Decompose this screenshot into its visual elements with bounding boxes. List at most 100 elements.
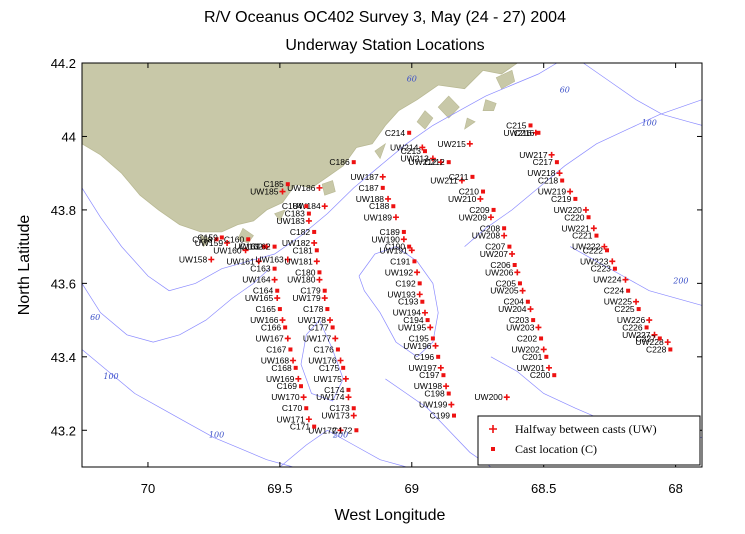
cast-label: C161 xyxy=(240,242,261,252)
uw-label: UW204 xyxy=(498,304,527,314)
uw-label: UW169 xyxy=(266,374,295,384)
x-tick-label: 69 xyxy=(405,481,419,496)
x-tick-label: 68.5 xyxy=(531,481,556,496)
cast-label: C197 xyxy=(419,370,440,380)
uw-marker xyxy=(582,206,589,213)
depth-contour-line xyxy=(464,99,703,247)
uw-marker xyxy=(432,342,439,349)
cast-label: C211 xyxy=(449,172,469,182)
uw-marker xyxy=(556,170,563,177)
uw-marker xyxy=(527,306,534,313)
uw-label: UW167 xyxy=(255,333,284,343)
uw-label: UW218 xyxy=(527,168,556,178)
cast-marker xyxy=(277,307,282,312)
uw-label: UW216 xyxy=(503,128,532,138)
uw-label: UW172 xyxy=(308,425,337,435)
cast-marker xyxy=(491,207,496,212)
island-shape xyxy=(321,180,336,196)
uw-marker xyxy=(332,335,339,342)
cast-marker xyxy=(657,336,662,341)
uw-label: UW226 xyxy=(617,315,646,325)
uw-marker xyxy=(448,401,455,408)
uw-marker xyxy=(392,214,399,221)
uw-marker xyxy=(342,375,349,382)
cast-marker xyxy=(612,266,617,271)
cast-label: C198 xyxy=(424,389,445,399)
depth-contour-line xyxy=(81,268,270,343)
cast-label: C183 xyxy=(285,209,306,219)
cast-label: C173 xyxy=(329,403,350,413)
cast-label: C213 xyxy=(401,146,422,156)
uw-label: UW168 xyxy=(261,355,290,365)
contour-depth-label: 100 xyxy=(103,372,118,381)
uw-marker xyxy=(429,155,436,162)
uw-label: UW180 xyxy=(287,275,316,285)
cast-label: C166 xyxy=(261,322,282,332)
cast-marker xyxy=(436,354,441,359)
cast-label: C181 xyxy=(292,245,313,255)
uw-label: UW188 xyxy=(356,194,385,204)
uw-label: UW197 xyxy=(408,363,437,373)
cast-marker xyxy=(502,226,507,231)
cast-marker xyxy=(306,211,311,216)
uw-marker xyxy=(274,295,281,302)
x-tick-label: 70 xyxy=(141,481,155,496)
cast-marker xyxy=(283,325,288,330)
cast-marker xyxy=(481,189,486,194)
legend-label: Halfway between casts (UW) xyxy=(515,422,657,436)
cast-marker xyxy=(594,233,599,238)
uw-marker xyxy=(416,291,423,298)
uw-marker xyxy=(379,173,386,180)
uw-marker xyxy=(400,236,407,243)
uw-label: UW200 xyxy=(474,392,503,402)
cast-marker xyxy=(351,406,356,411)
contour-labels: 60 60 100 60 100 100 200 200 xyxy=(90,74,688,439)
cast-marker xyxy=(272,244,277,249)
cast-label: C192 xyxy=(395,278,416,288)
axes: 70 69.5 69 68.5 68 43.2 43.4 43.6 43.8 44 44.2 xyxy=(51,56,702,496)
x-tick-label: 69.5 xyxy=(267,481,292,496)
cast-marker xyxy=(507,244,512,249)
uw-marker xyxy=(284,256,291,263)
y-tick-label: 43.8 xyxy=(51,203,76,218)
uw-label: UW210 xyxy=(448,194,477,204)
uw-label: UW163 xyxy=(255,254,284,264)
uw-label: UW212 xyxy=(408,157,437,167)
legend-box xyxy=(477,415,701,466)
uw-label: UW227 xyxy=(622,330,651,340)
uw-marker xyxy=(622,276,629,283)
cast-label: C187 xyxy=(358,183,379,193)
plot-frame xyxy=(81,62,703,468)
cast-label: C177 xyxy=(308,322,329,332)
uw-marker xyxy=(385,195,392,202)
uw-label: UW215 xyxy=(437,139,466,149)
uw-marker xyxy=(279,317,286,324)
legend-label: Cast location (C) xyxy=(515,442,597,456)
cast-label: C175 xyxy=(319,363,340,373)
cast-label: C214 xyxy=(385,128,406,138)
uw-marker xyxy=(477,195,484,202)
cast-label: C204 xyxy=(504,297,525,307)
cast-marker xyxy=(335,347,340,352)
uw-label: UW170 xyxy=(271,392,300,402)
y-tick-label: 43.4 xyxy=(51,350,76,365)
cast-marker xyxy=(304,204,309,209)
uw-marker xyxy=(548,151,555,158)
uw-marker xyxy=(295,375,302,382)
chart-title: R/V Oceanus OC402 Survey 3, May (24 - 27… xyxy=(204,9,566,26)
cast-marker xyxy=(401,229,406,234)
cast-marker xyxy=(517,281,522,286)
uw-marker xyxy=(408,247,415,254)
cast-label: C228 xyxy=(646,344,667,354)
cast-label: C224 xyxy=(604,286,625,296)
cast-marker xyxy=(214,237,219,242)
uw-label: UW179 xyxy=(292,293,321,303)
cast-marker xyxy=(417,281,422,286)
cast-label: C225 xyxy=(614,304,635,314)
uw-label: UW219 xyxy=(538,187,567,197)
uw-marker xyxy=(633,298,640,305)
uw-marker xyxy=(487,214,494,221)
cast-label: C162 xyxy=(250,242,271,252)
